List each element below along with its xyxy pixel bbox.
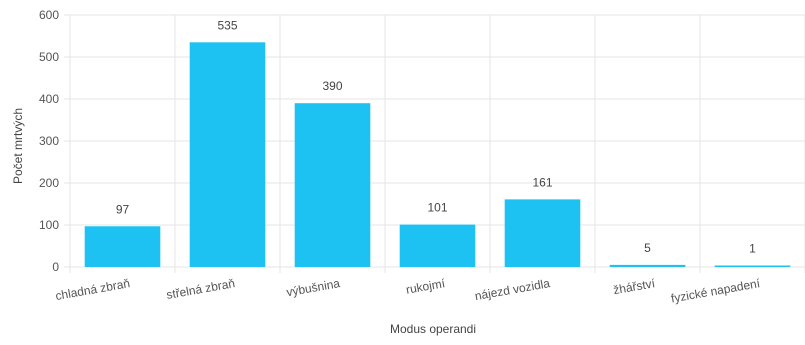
x-axis: chladná zbraň střelná zbraň výbušnina rukoj… [54, 276, 761, 306]
x-tick-label: chladná zbraň [54, 276, 131, 303]
y-axis: 0 100 200 300 400 500 600 [39, 8, 59, 274]
y-axis-title: Počet mrtvých [11, 108, 25, 184]
bar[interactable] [84, 226, 161, 267]
bar[interactable] [399, 224, 476, 267]
bar[interactable] [609, 264, 686, 267]
x-tick-label: nájezd vozidla [474, 276, 552, 303]
x-tick-label: střelná zbraň [165, 276, 236, 302]
x-tick-label: žhářství [612, 276, 656, 297]
bar-value-label: 535 [217, 18, 237, 32]
x-tick-label: fyzické napadení [670, 276, 762, 306]
bar-value-label: 1 [749, 242, 756, 256]
x-tick-label: výbušnina [285, 276, 341, 299]
x-axis-title: Modus operandi [390, 322, 476, 336]
bar-value-label: 390 [322, 79, 342, 93]
x-tick-label: rukojmí [405, 276, 447, 297]
bar[interactable] [504, 199, 581, 267]
labels-layer: 97 535 390 101 161 5 1 [116, 18, 756, 255]
bar-value-label: 97 [116, 202, 130, 216]
y-tick-label: 500 [39, 50, 59, 64]
grid-layer [64, 14, 805, 273]
bar-value-label: 5 [644, 241, 651, 255]
y-tick-label: 0 [52, 260, 59, 274]
y-tick-label: 400 [39, 92, 59, 106]
y-tick-label: 300 [39, 134, 59, 148]
bar-value-label: 101 [427, 201, 447, 215]
bar[interactable] [189, 42, 266, 267]
bar[interactable] [714, 265, 791, 268]
bar[interactable] [294, 103, 371, 267]
bars-layer [84, 42, 791, 268]
y-tick-label: 200 [39, 176, 59, 190]
y-tick-label: 600 [39, 8, 59, 22]
bar-value-label: 161 [532, 175, 552, 189]
y-tick-label: 100 [39, 218, 59, 232]
